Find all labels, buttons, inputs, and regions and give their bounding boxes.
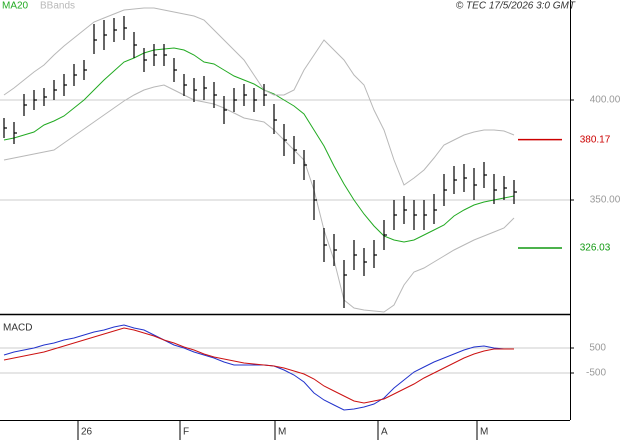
y-tick-label: 500	[589, 343, 606, 354]
y-tick-label: 400.00	[590, 95, 621, 106]
x-tick-label: F	[183, 427, 189, 438]
x-tick-label: M	[278, 427, 286, 438]
level-label: 380.17	[580, 134, 611, 145]
indicator-line	[3, 47, 515, 243]
x-tick-label: M	[480, 427, 488, 438]
legend-bbands: BBands	[40, 1, 75, 12]
macd-title: MACD	[3, 323, 32, 334]
indicator-line	[3, 7, 515, 186]
x-tick-label: 26	[81, 427, 93, 438]
credit: © TEC 17/5/2026 3:0 GMT	[456, 1, 576, 12]
macd-line	[3, 327, 514, 404]
y-tick-label: -500	[586, 368, 606, 379]
indicator-line	[3, 84, 515, 313]
level-label: 326.03	[580, 243, 611, 254]
x-tick-label: A	[381, 427, 388, 438]
y-tick-label: 350.00	[590, 195, 621, 206]
legend-ma20: MA20	[2, 1, 29, 12]
